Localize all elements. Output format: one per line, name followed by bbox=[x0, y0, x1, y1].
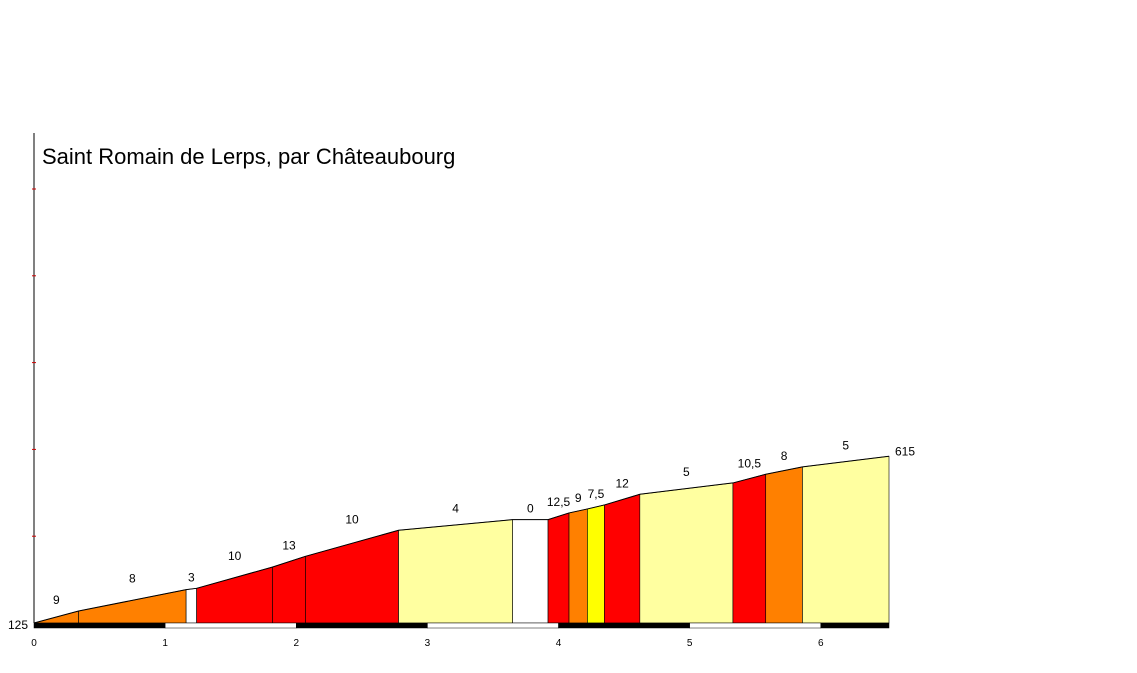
profile-line-segment bbox=[33, 610, 79, 624]
distance-bar bbox=[33, 622, 890, 629]
gradient-label: 10 bbox=[228, 549, 242, 563]
profile-segment bbox=[547, 512, 570, 624]
gradient-label: 12,5 bbox=[547, 495, 571, 509]
gradient-label: 3 bbox=[188, 570, 195, 584]
profile-line-segment bbox=[196, 566, 273, 589]
chart-title: Saint Romain de Lerps, par Châteaubourg bbox=[42, 144, 455, 169]
gradient-label: 12 bbox=[615, 476, 629, 490]
distance-bar-block bbox=[296, 622, 428, 629]
gradient-label: 9 bbox=[575, 491, 582, 505]
profile-line-segment bbox=[604, 493, 640, 506]
profile-segment bbox=[305, 529, 399, 624]
distance-bar-block bbox=[427, 622, 559, 629]
x-tick-label: 5 bbox=[687, 638, 693, 649]
profile-line-segment bbox=[186, 587, 197, 591]
gradient-label: 4 bbox=[452, 502, 459, 516]
start-altitude-label: 125 bbox=[8, 618, 28, 632]
profile-segment bbox=[196, 566, 273, 624]
distance-bar-block bbox=[689, 622, 822, 629]
distance-bar-block bbox=[33, 622, 166, 629]
x-tick-label: 3 bbox=[425, 638, 431, 649]
x-ticks: 0 1 2 3 4 5 6 bbox=[31, 638, 824, 649]
profile-segment bbox=[604, 493, 641, 624]
gradient-labels-layer: 9 8 3 10 13 10 4 0 12,5 9 7,5 12 5 10,5 8 5 bbox=[53, 438, 849, 607]
profile-segment bbox=[398, 519, 513, 624]
profile-segment bbox=[185, 587, 197, 624]
end-altitude-label: 615 bbox=[895, 444, 915, 458]
profile-line-segment bbox=[802, 455, 890, 468]
x-tick-label: 6 bbox=[818, 638, 824, 649]
profile-segment bbox=[587, 504, 605, 624]
profile-segment bbox=[802, 455, 890, 624]
profile-segment bbox=[732, 473, 767, 624]
profile-line-segment bbox=[765, 466, 803, 475]
gradient-label: 8 bbox=[781, 449, 788, 463]
profile-line-segment bbox=[305, 529, 399, 557]
profile-segment bbox=[568, 508, 588, 624]
gradient-label: 9 bbox=[53, 593, 60, 607]
distance-bar-block bbox=[820, 622, 890, 629]
x-tick-label: 2 bbox=[293, 638, 299, 649]
gradient-label: 0 bbox=[527, 502, 534, 516]
profile-line-segment bbox=[398, 519, 513, 531]
distance-bar-block bbox=[164, 622, 297, 629]
gradient-label: 7,5 bbox=[588, 487, 605, 501]
profile-line-segment bbox=[272, 555, 306, 568]
segments-layer bbox=[33, 455, 890, 624]
x-tick-label: 0 bbox=[31, 638, 37, 649]
gradient-label: 8 bbox=[129, 572, 136, 586]
profile-segment bbox=[78, 589, 187, 624]
gradient-label: 10 bbox=[345, 512, 359, 526]
profile-segment bbox=[765, 466, 803, 624]
gradient-label: 10,5 bbox=[738, 456, 762, 470]
x-tick-label: 1 bbox=[162, 638, 168, 649]
profile-line-segment bbox=[568, 508, 588, 514]
profile-segment bbox=[512, 519, 549, 624]
gradient-label: 5 bbox=[683, 465, 690, 479]
profile-segment bbox=[639, 482, 734, 624]
x-tick-label: 4 bbox=[556, 638, 562, 649]
gradient-label: 5 bbox=[842, 438, 849, 452]
profile-line-layer bbox=[33, 455, 890, 624]
y-ticks bbox=[32, 188, 36, 537]
gradient-label: 13 bbox=[282, 538, 296, 552]
profile-line-segment bbox=[639, 482, 734, 495]
profile-line-segment bbox=[547, 512, 570, 521]
profile-line-segment bbox=[732, 473, 766, 484]
profile-line-segment bbox=[587, 504, 605, 510]
distance-bar-block bbox=[558, 622, 690, 629]
profile-line-segment bbox=[78, 589, 187, 612]
profile-segment bbox=[272, 555, 306, 624]
